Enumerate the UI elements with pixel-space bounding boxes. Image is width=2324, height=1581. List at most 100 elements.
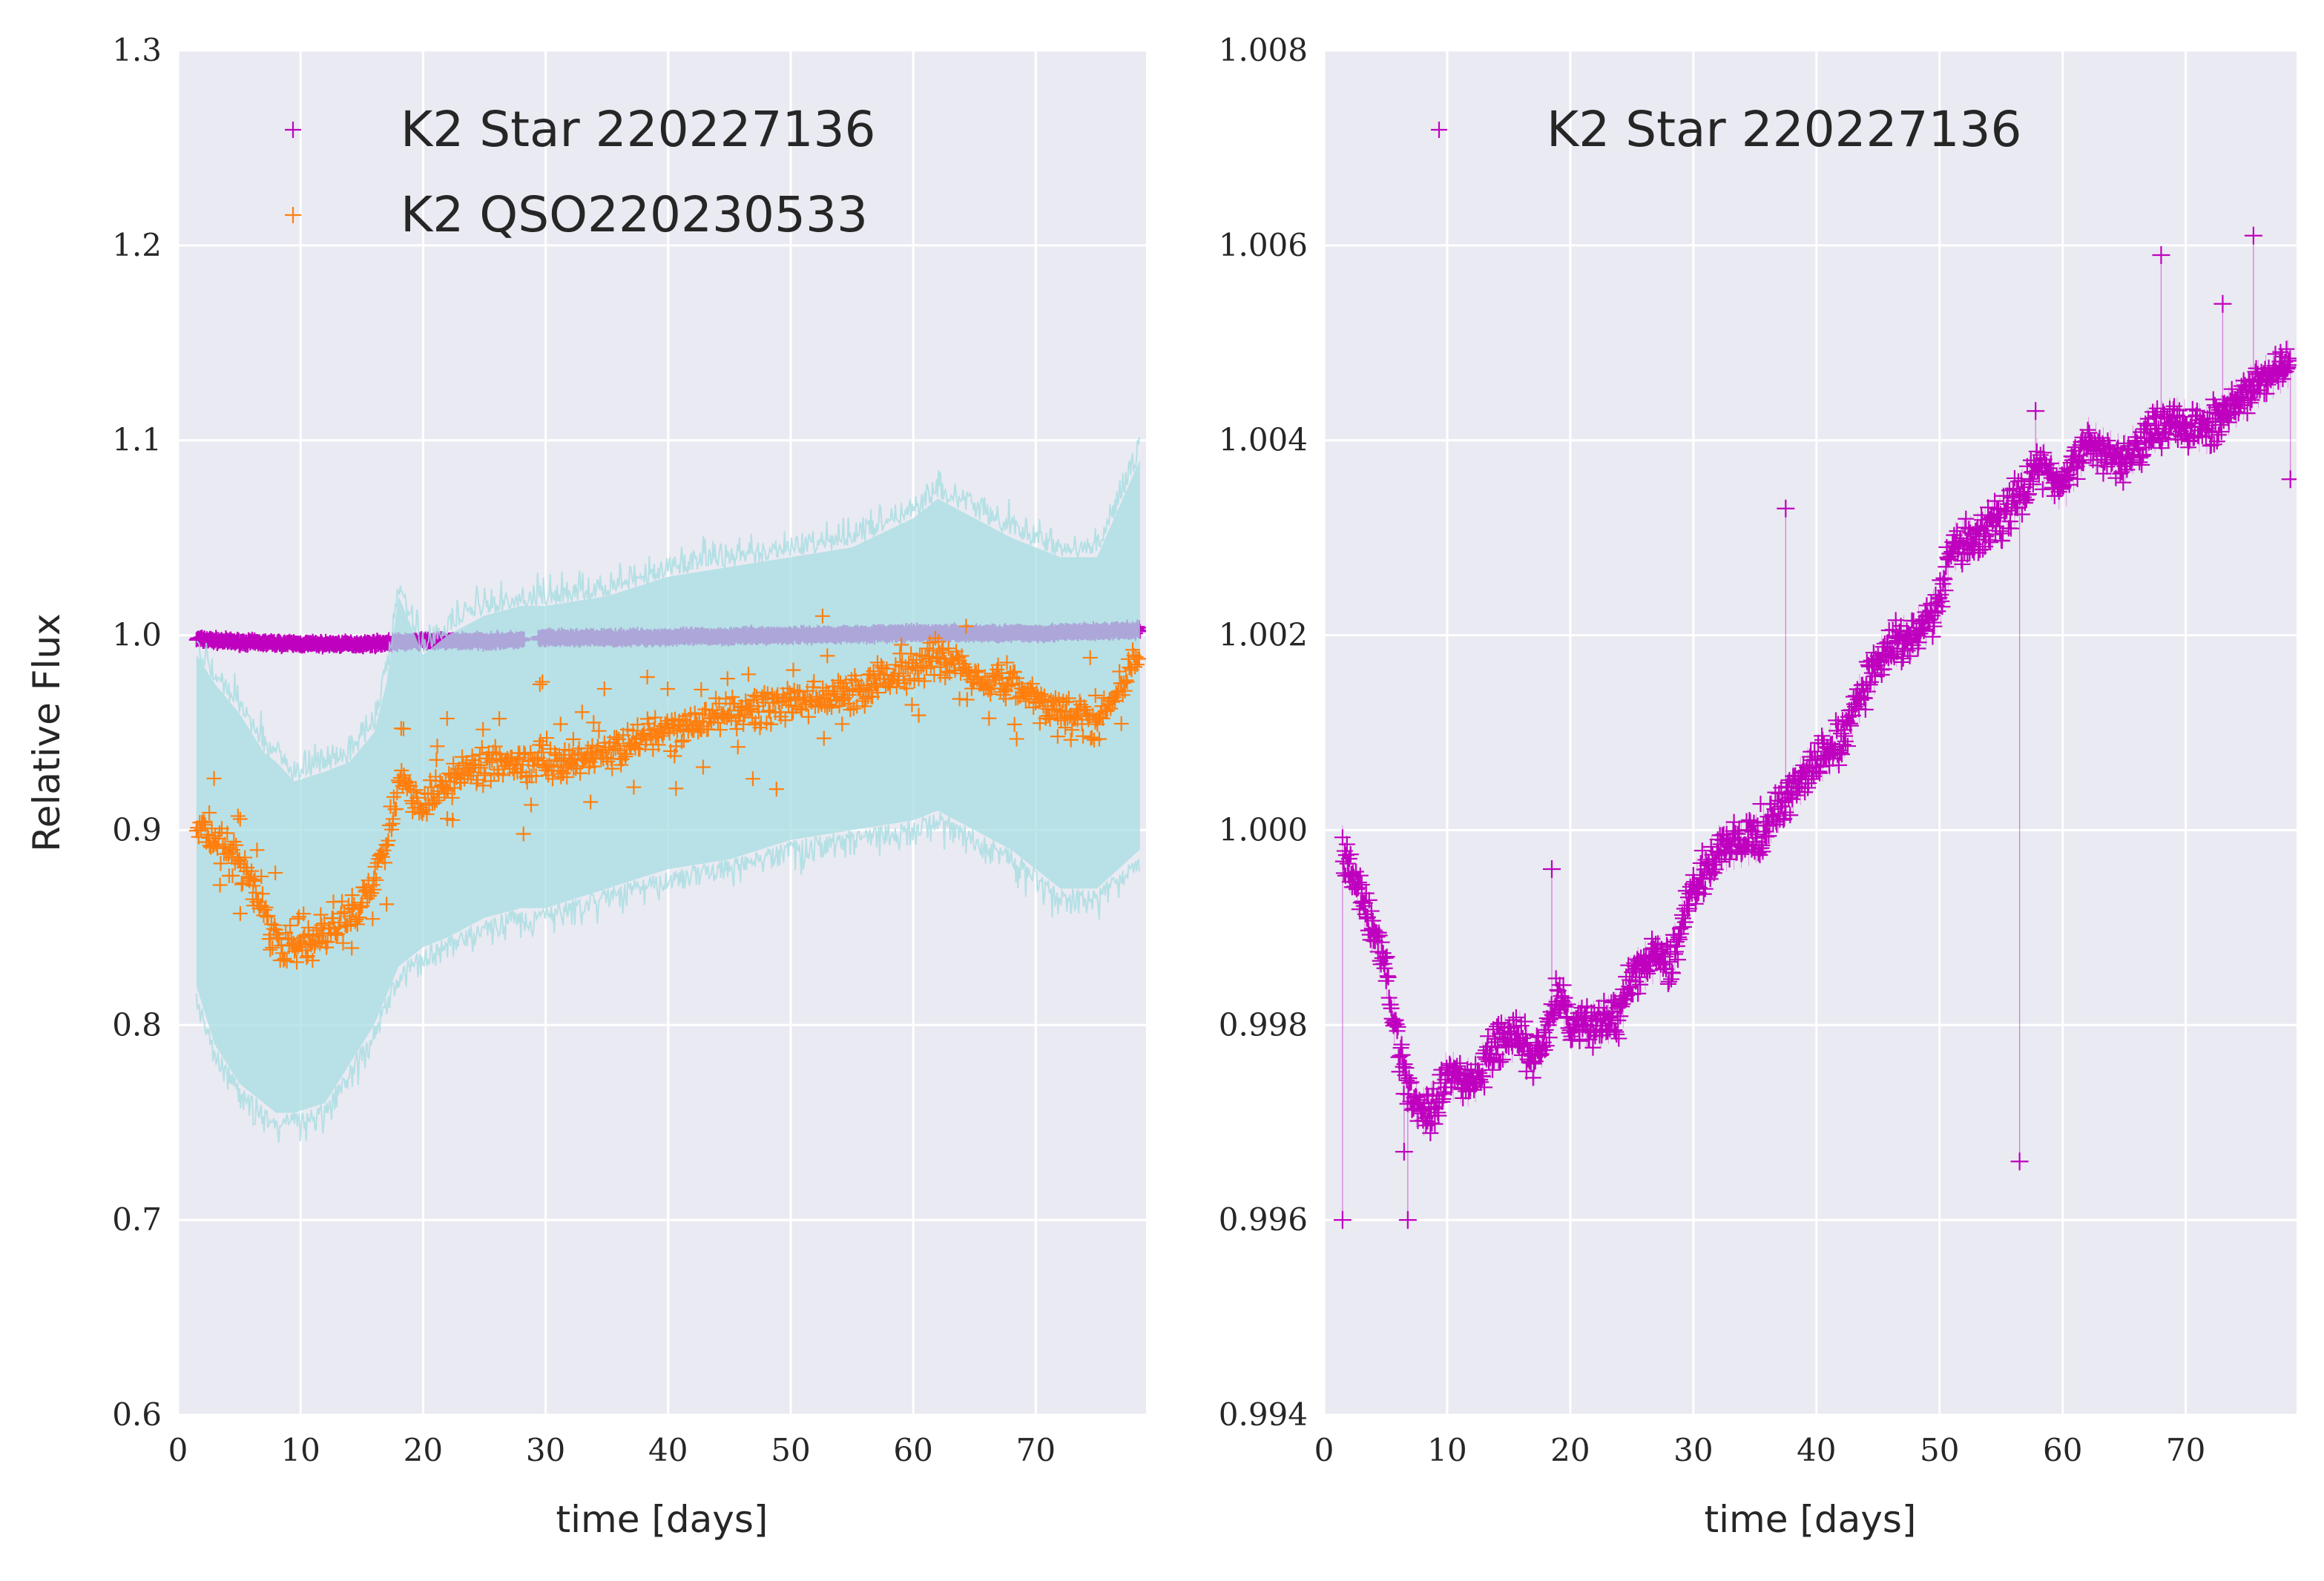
data-point (958, 618, 974, 634)
y-tick-label: 1.006 (1219, 227, 1308, 263)
data-point (1518, 1034, 1535, 1052)
x-tick-label: 0 (168, 1432, 188, 1468)
data-point (932, 667, 948, 683)
data-point (2243, 392, 2260, 409)
data-point (471, 757, 487, 773)
data-point (1705, 865, 1722, 882)
data-point (768, 782, 784, 797)
legend-label: K2 Star 220227136 (1547, 101, 2022, 158)
data-point (212, 877, 228, 893)
data-point (1986, 492, 2004, 509)
data-point (1364, 912, 1381, 929)
data-point (2006, 469, 2023, 486)
data-point (1117, 683, 1133, 699)
error-band-upper-edge (196, 437, 1141, 782)
data-point (326, 894, 341, 910)
data-point (355, 898, 370, 914)
data-point (596, 681, 612, 696)
x-tick-label: 60 (893, 1432, 932, 1468)
data-point (1901, 647, 1918, 664)
data-point (1676, 914, 1693, 931)
data-point (364, 885, 380, 901)
data-point (535, 674, 550, 690)
data-point (439, 710, 455, 726)
data-point (2277, 363, 2294, 380)
data-point (573, 765, 588, 781)
data-point (958, 662, 974, 678)
data-point (605, 761, 620, 776)
data-point (1476, 1079, 1493, 1096)
data-point (1035, 691, 1050, 707)
legend-marker (285, 122, 301, 138)
data-point (927, 630, 943, 646)
data-point (1884, 621, 1901, 638)
data-point (516, 826, 531, 842)
data-point (279, 954, 294, 968)
data-point (1063, 732, 1079, 747)
data-point (1669, 951, 1686, 968)
data-point (899, 681, 915, 696)
outlier-point (2027, 402, 2045, 420)
data-point (1371, 927, 1388, 944)
data-point (2095, 465, 2112, 482)
data-point (712, 722, 728, 738)
data-point (2003, 520, 2019, 537)
data-point (730, 739, 745, 755)
data-point (820, 648, 835, 664)
data-point (835, 716, 850, 732)
data-point (1484, 1061, 1501, 1078)
data-point (846, 701, 861, 716)
data-point (1703, 863, 1720, 880)
data-point (1924, 628, 1941, 645)
data-point (940, 664, 955, 679)
data-point (786, 662, 801, 678)
data-point (1112, 664, 1128, 679)
data-point (257, 902, 272, 918)
y-tick-label: 0.996 (1219, 1201, 1308, 1238)
data-point (246, 878, 261, 894)
data-point (429, 793, 444, 808)
data-point (512, 750, 527, 765)
data-point (934, 643, 949, 659)
data-point (277, 951, 292, 966)
data-point (330, 926, 346, 942)
data-point (698, 702, 714, 717)
data-point (544, 771, 560, 787)
data-point (440, 811, 455, 826)
data-point (806, 674, 822, 690)
data-point (1832, 725, 1849, 742)
data-point (727, 696, 743, 711)
data-point (565, 731, 581, 747)
left-panel: 0.6 0.7 0.8 0.9 1.0 1.1 1.2 1.3 0 10 20 30 40 50 60 70 K… (25, 32, 1146, 1541)
data-point (2213, 423, 2230, 440)
x-tick-label: 50 (771, 1432, 810, 1468)
data-point (1398, 1072, 1415, 1089)
data-point (2079, 421, 2096, 438)
data-point (619, 747, 634, 762)
data-point (1859, 683, 1876, 700)
data-point (1103, 701, 1119, 716)
data-point (1834, 736, 1851, 753)
data-point (2020, 486, 2037, 503)
data-point (894, 637, 909, 653)
data-point (248, 885, 264, 900)
data-point (1108, 685, 1124, 701)
data-point (757, 684, 772, 700)
data-point (232, 905, 248, 921)
data-point (408, 782, 424, 798)
data-point (1340, 851, 1357, 867)
data-point (344, 888, 360, 903)
data-point (2205, 436, 2222, 453)
data-point (1127, 659, 1142, 675)
data-point (352, 910, 367, 925)
y-tick-label: 0.7 (112, 1201, 162, 1238)
data-point (1038, 694, 1053, 710)
data-point (1350, 874, 1367, 891)
x-tick-label: 70 (1016, 1432, 1056, 1468)
data-point (1059, 694, 1074, 710)
data-point (386, 789, 401, 805)
data-point (1423, 1115, 1441, 1132)
data-point (1727, 825, 1744, 842)
data-point (743, 701, 759, 716)
data-point (254, 886, 270, 902)
